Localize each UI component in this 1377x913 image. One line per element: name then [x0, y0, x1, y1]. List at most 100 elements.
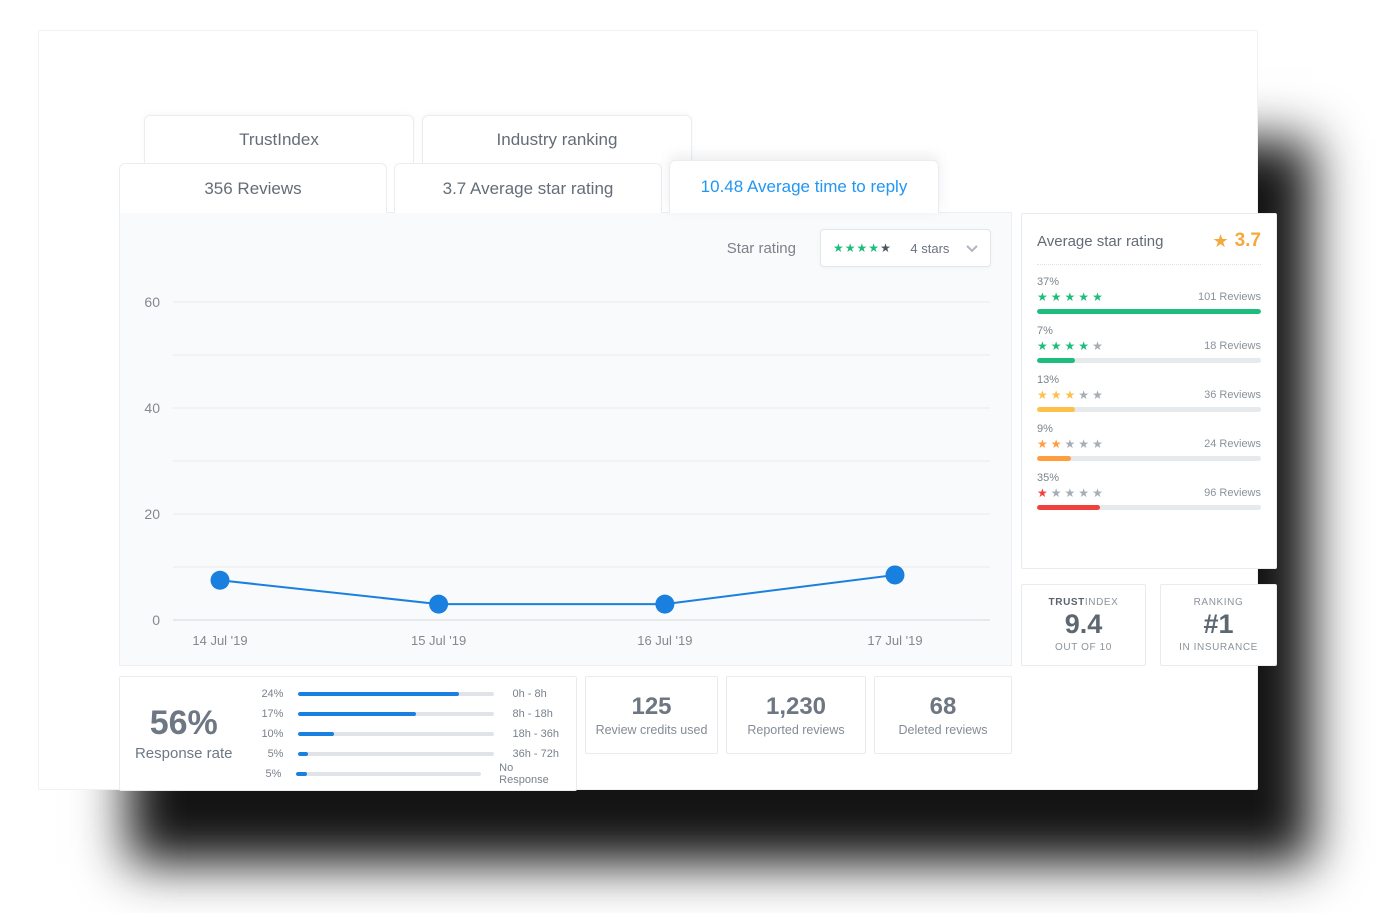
star-icons: ★★★★★: [1037, 389, 1106, 401]
star-icon: ★: [1212, 231, 1229, 251]
star-icon: ★: [1064, 339, 1079, 353]
star-icon: ★: [1092, 388, 1106, 402]
star-icons: ★★★★★: [1037, 291, 1106, 303]
response-bucket-label: No Response: [499, 761, 549, 786]
response-bar-track: [298, 711, 495, 716]
tab-industry-ranking[interactable]: Industry ranking: [422, 115, 692, 163]
rating-row-detail: ★★★★★ 24 Reviews: [1037, 438, 1261, 450]
review-count: 24 Reviews: [1204, 438, 1261, 450]
rating-row-detail: ★★★★★ 101 Reviews: [1037, 291, 1261, 303]
star-rating-dropdown[interactable]: ★★★★★ 4 stars: [820, 229, 991, 267]
rating-bar-track: [1037, 407, 1261, 412]
rating-bar-track: [1037, 456, 1261, 461]
rating-percentage: 13%: [1037, 374, 1060, 386]
review-count: 101 Reviews: [1198, 291, 1261, 303]
rating-score: ★ 3.7: [1212, 230, 1261, 252]
dropdown-selected-value: 4 stars: [910, 240, 950, 256]
review-count: 36 Reviews: [1204, 389, 1261, 401]
response-percentage: 5%: [265, 767, 282, 780]
chart-point[interactable]: [655, 594, 675, 614]
rating-bar-fill: [1037, 358, 1076, 363]
top-tab-bar: TrustIndex Industry ranking: [144, 115, 692, 163]
star-icon: ★: [833, 241, 845, 255]
star-icon: ★: [1092, 290, 1106, 304]
x-tick-label: 14 Jul '19: [192, 633, 247, 648]
response-bucket-label: 36h - 72h: [512, 747, 559, 760]
stat-box-deleted-reviews: 68 Deleted reviews: [874, 676, 1012, 754]
rating-row-3-star: 13% ★★★★★ 36 Reviews: [1037, 374, 1261, 412]
average-star-rating-panel: Average star rating ★ 3.7 37% ★★★★★ 101 Re…: [1021, 213, 1277, 569]
trustindex-score-box: TRUSTINDEX 9.4 OUT OF 10: [1021, 584, 1146, 666]
response-rate-label: Response rate: [134, 744, 233, 762]
star-icon: ★: [1092, 339, 1106, 353]
y-tick-label: 60: [144, 294, 160, 310]
rating-row-detail: ★★★★★ 36 Reviews: [1037, 389, 1261, 401]
star-icon: ★: [1037, 486, 1051, 500]
response-row: 17% 8h - 18h: [247, 705, 562, 722]
rating-bar-fill: [1037, 407, 1076, 412]
chart-point[interactable]: [210, 570, 230, 590]
star-icon: ★: [1037, 339, 1051, 353]
chart-point[interactable]: [885, 565, 905, 585]
star-icon: ★: [1078, 437, 1093, 451]
chart-point[interactable]: [429, 594, 449, 614]
star-icon: ★: [1092, 437, 1106, 451]
star-icons: ★★★★★: [1037, 340, 1106, 352]
stat-value: 68: [929, 692, 957, 720]
star-icon: ★: [856, 241, 869, 255]
tab-trustindex[interactable]: TrustIndex: [144, 115, 414, 163]
rating-distribution-list: 37% ★★★★★ 101 Reviews 7% ★★★★★ 18 Reviews 13% ★…: [1037, 276, 1261, 510]
star-icons: ★★★★★: [1037, 438, 1106, 450]
response-bar-track: [298, 731, 495, 736]
tab-356-reviews[interactable]: 356 Reviews: [119, 163, 387, 213]
star-icon: ★: [1037, 290, 1051, 304]
rating-row-detail: ★★★★★ 18 Reviews: [1037, 340, 1261, 352]
chevron-down-icon: [966, 240, 978, 253]
star-icon: ★: [868, 241, 881, 255]
star-icons: ★★★★★: [833, 241, 892, 255]
rating-bar-track: [1037, 358, 1261, 363]
response-bar-fill: [298, 751, 309, 756]
stat-label: Reported reviews: [747, 723, 845, 738]
rating-bar-fill: [1037, 309, 1261, 314]
rating-score-value: 3.7: [1234, 230, 1261, 251]
response-bar-fill: [298, 691, 460, 696]
x-tick-label: 16 Jul '19: [637, 633, 692, 648]
tab-10-48-average-time-to-reply[interactable]: 10.48 Average time to reply: [669, 160, 939, 213]
ranking-box: RANKING #1 IN INSURANCE: [1160, 584, 1277, 666]
y-tick-label: 20: [144, 506, 160, 522]
stat-value: 1,230: [765, 692, 827, 720]
ranking-subtext: IN INSURANCE: [1179, 641, 1258, 653]
rating-panel-header: Average star rating ★ 3.7: [1037, 230, 1261, 265]
star-icon: ★: [1050, 339, 1065, 353]
star-icon: ★: [1092, 486, 1106, 500]
star-icon: ★: [1050, 437, 1065, 451]
response-bucket-label: 0h - 8h: [512, 687, 547, 700]
response-rate-panel: 56% Response rate 24% 0h - 8h 17% 8h - 18h 1…: [119, 676, 577, 791]
star-icon: ★: [844, 241, 857, 255]
star-icon: ★: [1078, 339, 1093, 353]
response-row: 5% No Response: [247, 762, 562, 786]
chart-line: [219, 573, 896, 606]
rating-bar-fill: [1037, 456, 1071, 461]
stat-label: Review credits used: [595, 723, 708, 738]
rating-bar-track: [1037, 505, 1261, 510]
tab-3-7-average-star-rating[interactable]: 3.7 Average star rating: [394, 163, 662, 213]
star-icon: ★: [880, 241, 892, 255]
trustindex-subtext: OUT OF 10: [1055, 641, 1112, 653]
response-row: 24% 0h - 8h: [247, 685, 562, 702]
star-icon: ★: [1078, 290, 1093, 304]
filter-label: Star rating: [726, 239, 796, 257]
response-bucket-label: 8h - 18h: [512, 707, 553, 720]
rating-row-2-star: 9% ★★★★★ 24 Reviews: [1037, 423, 1261, 461]
response-percentage: 17%: [261, 707, 284, 720]
stat-box-review-credits-used: 125 Review credits used: [585, 676, 718, 754]
stat-value: 125: [631, 692, 672, 720]
response-bar-fill: [298, 711, 417, 716]
y-tick-label: 0: [152, 612, 160, 628]
response-percentage: 24%: [261, 687, 284, 700]
response-row: 10% 18h - 36h: [247, 725, 562, 742]
trustindex-label: TRUSTINDEX: [1048, 597, 1119, 609]
metric-tab-bar: 356 Reviews 3.7 Average star rating 10.48 …: [119, 160, 939, 213]
